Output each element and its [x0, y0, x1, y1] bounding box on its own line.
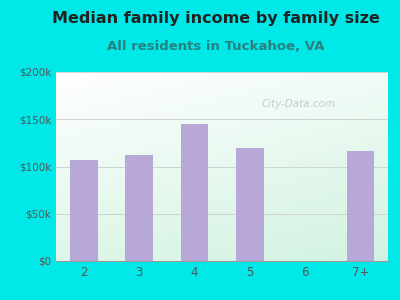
Bar [125, 155, 153, 261]
Bar [236, 148, 264, 261]
Bar [70, 160, 98, 261]
Text: Median family income by family size: Median family income by family size [52, 11, 380, 26]
Bar [346, 152, 374, 261]
Text: All residents in Tuckahoe, VA: All residents in Tuckahoe, VA [107, 40, 325, 53]
Bar [180, 124, 208, 261]
Text: City-Data.com: City-Data.com [261, 99, 336, 109]
